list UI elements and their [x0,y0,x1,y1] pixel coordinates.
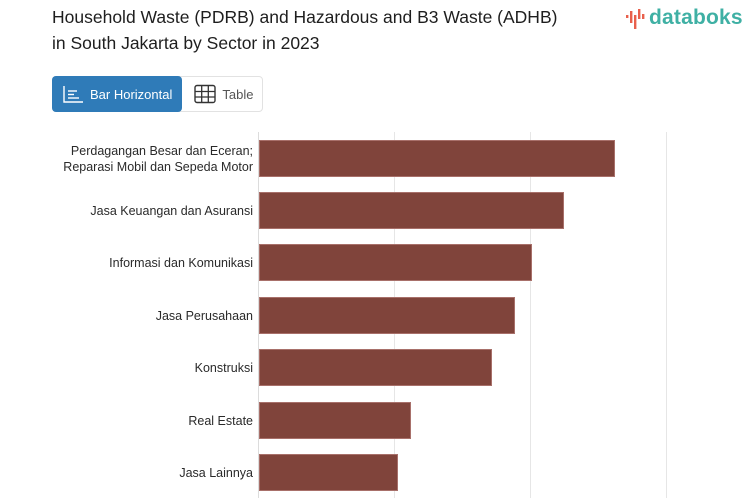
bar-row: Jasa Lainnya [0,454,753,491]
gridline [530,132,531,498]
category-label: Jasa Perusahaan [155,308,253,323]
table-grid-icon [194,84,217,104]
bar-horizontal-label: Bar Horizontal [90,86,173,102]
category-label: Perdagangan Besar dan Eceran; Reparasi M… [63,143,253,174]
bar[interactable] [259,192,564,229]
bar-chart: Perdagangan Besar dan Eceran; Reparasi M… [0,128,753,498]
bar[interactable] [259,454,398,491]
databoks-bars-icon [626,9,645,29]
category-label: Konstruksi [194,360,253,375]
bar-row: Jasa Keuangan dan Asuransi [0,192,753,229]
gridline [666,132,667,498]
bar-horizontal-icon [63,86,83,103]
bar-horizontal-button[interactable]: Bar Horizontal [52,76,183,112]
databoks-logo[interactable]: databoks [625,5,743,31]
bar-row: Informasi dan Komunikasi [0,244,753,281]
chart-title: Household Waste (PDRB) and Hazardous and… [52,7,558,53]
bar[interactable] [259,349,492,386]
y-axis-line [258,132,259,498]
category-label: Jasa Keuangan dan Asuransi [90,203,253,218]
table-label: Table [222,86,254,102]
bar-row: Jasa Perusahaan [0,297,753,334]
category-label: Informasi dan Komunikasi [109,255,253,270]
bar[interactable] [259,297,515,334]
bar-row: Real Estate [0,402,753,439]
logo-text: databoks [649,6,743,29]
bar[interactable] [259,244,532,281]
bar[interactable] [259,402,411,439]
bar-row: Konstruksi [0,349,753,386]
view-toggle: Bar Horizontal Table [52,76,264,112]
category-label: Real Estate [188,413,253,428]
table-button[interactable]: Table [182,77,262,111]
bar-row: Perdagangan Besar dan Eceran; Reparasi M… [0,140,753,177]
category-label: Jasa Lainnya [179,465,253,480]
bar[interactable] [259,140,615,177]
